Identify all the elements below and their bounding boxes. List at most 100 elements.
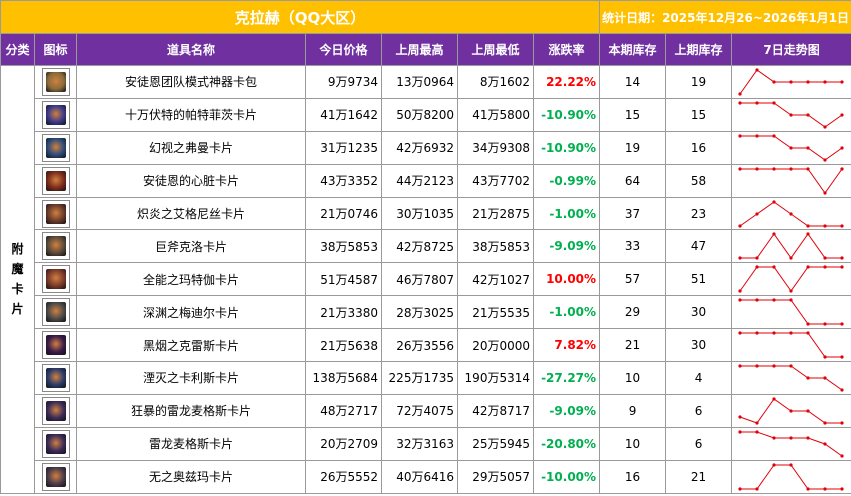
last-week-high: 13万0964 xyxy=(381,65,458,99)
trend-sparkline xyxy=(738,134,844,162)
trend-point xyxy=(738,331,742,335)
trend-point xyxy=(823,256,827,260)
card-icon xyxy=(41,396,70,425)
trend-point xyxy=(789,256,793,260)
table-row: 巨斧克洛卡片 38万5853 42万8725 38万5853 -9.09% 33 47 xyxy=(1,229,851,264)
change-rate: -27.27% xyxy=(532,361,601,395)
today-price: 41万1642 xyxy=(305,97,382,132)
trend-cell xyxy=(731,361,851,395)
last-week-low: 21万2875 xyxy=(457,196,534,231)
trend-point xyxy=(840,256,844,260)
item-name: 安徒恩的心脏卡片 xyxy=(76,163,306,198)
trend-sparkline xyxy=(738,199,844,228)
col-header-last-week-low: 上周最低 xyxy=(457,33,534,66)
trend-point xyxy=(789,298,793,302)
previous-stock: 30 xyxy=(665,328,733,363)
trend-point xyxy=(738,134,742,138)
change-rate: -9.09% xyxy=(532,229,601,264)
item-name: 深渊之梅迪尔卡片 xyxy=(76,295,306,330)
trend-cell xyxy=(731,295,851,330)
trend-point xyxy=(738,223,742,228)
current-stock: 10 xyxy=(599,361,667,395)
trend-point xyxy=(823,355,827,359)
today-price: 51万4587 xyxy=(305,262,382,297)
previous-stock: 47 xyxy=(665,229,733,264)
trend-point xyxy=(823,487,827,491)
last-week-low: 41万5800 xyxy=(457,97,534,132)
trend-point xyxy=(806,80,810,84)
trend-cell xyxy=(731,97,851,132)
trend-point xyxy=(840,167,844,171)
current-stock: 33 xyxy=(599,229,667,264)
trend-point xyxy=(772,134,776,138)
last-week-high: 42万6932 xyxy=(381,130,458,165)
trend-point xyxy=(755,256,759,260)
item-icon-cell xyxy=(34,295,77,330)
trend-point xyxy=(772,298,776,302)
trend-point xyxy=(789,436,793,440)
trend-point xyxy=(738,415,742,419)
last-week-low: 42万1027 xyxy=(457,262,534,297)
table-row: 无之奥兹玛卡片 26万5552 40万6416 29万5057 -10.00% 16 21 xyxy=(1,459,851,494)
item-icon-cell xyxy=(34,262,77,297)
previous-stock: 16 xyxy=(665,130,733,165)
trend-point xyxy=(772,101,776,105)
last-week-high: 40万6416 xyxy=(381,459,458,494)
trend-point xyxy=(772,167,776,171)
item-icon-cell xyxy=(34,196,77,231)
trend-point xyxy=(755,487,759,491)
previous-stock: 51 xyxy=(665,262,733,297)
trend-point xyxy=(755,331,759,335)
current-stock: 37 xyxy=(599,196,667,231)
trend-point xyxy=(755,167,759,171)
previous-stock: 15 xyxy=(665,97,733,132)
col-header-category: 分类 xyxy=(0,33,35,66)
item-icon-cell xyxy=(34,97,77,132)
last-week-low: 34万9308 xyxy=(457,130,534,165)
col-header-previous-stock: 上期库存 xyxy=(665,33,733,66)
today-price: 31万1235 xyxy=(305,130,382,165)
today-price: 21万3380 xyxy=(305,295,382,330)
current-stock: 64 xyxy=(599,163,667,198)
trend-point xyxy=(840,355,844,359)
previous-stock: 19 xyxy=(665,65,733,99)
trend-point xyxy=(738,487,742,491)
trend-cell xyxy=(731,459,851,494)
trend-sparkline xyxy=(738,232,844,260)
current-stock: 57 xyxy=(599,262,667,297)
change-rate: -10.90% xyxy=(532,97,601,132)
today-price: 20万2709 xyxy=(305,426,382,461)
trend-point xyxy=(772,331,776,335)
trend-point xyxy=(738,364,742,368)
trend-sparkline xyxy=(738,364,844,392)
card-icon xyxy=(41,232,70,261)
trend-point xyxy=(789,113,793,117)
last-week-high: 28万3025 xyxy=(381,295,458,330)
last-week-low: 38万5853 xyxy=(457,229,534,264)
card-icon xyxy=(41,363,70,392)
table-row: 雷龙麦格斯卡片 20万2709 32万3163 25万5945 -20.80% 10 6 xyxy=(1,426,851,461)
trend-point xyxy=(806,376,810,380)
today-price: 48万2717 xyxy=(305,393,382,428)
last-week-low: 190万5314 xyxy=(457,361,534,395)
trend-point xyxy=(789,146,793,150)
trend-point xyxy=(823,442,827,446)
trend-cell xyxy=(731,393,851,428)
trend-point xyxy=(823,191,827,195)
trend-point xyxy=(840,388,844,392)
col-header-last-week-high: 上周最高 xyxy=(381,33,458,66)
date-range-label: 统计日期：2025年12月26~2026年1月1日 xyxy=(599,0,851,34)
table-row: 湮灭之卡利斯卡片 138万5684 225万1735 190万5314 -27.27% 1… xyxy=(1,361,851,395)
trend-sparkline xyxy=(738,463,844,491)
trend-cell xyxy=(731,229,851,264)
table-row: 黑烟之克雷斯卡片 21万5638 26万3556 20万0000 7.82% 21 30 xyxy=(1,328,851,363)
col-header-change-rate: 涨跌率 xyxy=(532,33,601,66)
trend-point xyxy=(772,265,776,269)
trend-point xyxy=(772,463,776,467)
last-week-high: 32万3163 xyxy=(381,426,458,461)
item-icon-cell xyxy=(34,361,77,395)
card-icon xyxy=(41,462,70,491)
trend-line xyxy=(740,431,843,457)
col-header-item-name: 道具名称 xyxy=(76,33,306,66)
trend-point xyxy=(840,80,844,84)
